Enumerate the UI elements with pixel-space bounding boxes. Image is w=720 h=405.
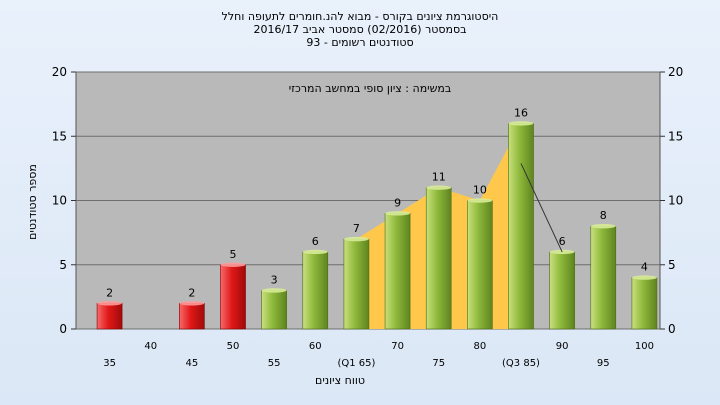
chart-title: היסטוגרמת ציונים בקורס - מבוא להנ.חומרים…	[222, 10, 499, 49]
x-tick-label-50: 50	[227, 341, 240, 352]
q3-connector-line	[520, 163, 563, 253]
data-label-80: 10	[473, 184, 487, 197]
y-tick-label-left: 10	[52, 194, 67, 208]
x-tick-label-95: 95	[597, 358, 610, 369]
bar-75	[425, 187, 452, 330]
bar-90	[549, 251, 575, 330]
title-line-3: סטודנטים רשומים - 93	[306, 36, 413, 49]
x-axis-ticks: 35 40 45 50 55 60 (Q1 65) 70 75 80 (Q3 85) 90 95 100	[103, 341, 654, 369]
bar-top-85	[508, 121, 534, 126]
data-label-70: 9	[394, 196, 401, 209]
x-tick-label-80: 80	[473, 341, 486, 352]
x-tick-label-40: 40	[144, 341, 157, 352]
x-tick-label-100: 100	[635, 341, 654, 352]
y-axis-right-ticks: 0 5 10 15 20	[668, 65, 683, 336]
data-label-45: 2	[188, 286, 195, 299]
y-tick-label-left: 0	[59, 322, 67, 336]
y-tick-label-left: 5	[59, 258, 67, 272]
title-line-2: בסמסטר (02/2016) סמסטר אביב 2016/17	[253, 23, 466, 36]
data-label-100: 4	[641, 261, 648, 274]
x-tick-label-85: (Q3 85)	[502, 358, 540, 369]
y-tick-label-left: 15	[52, 129, 67, 143]
data-label-75: 11	[432, 171, 446, 184]
y-tick-label-right: 10	[668, 194, 683, 208]
bar-95	[590, 225, 617, 330]
bar-35	[96, 302, 123, 330]
x-tick-label-45: 45	[185, 358, 198, 369]
y-tick-label-right: 20	[668, 65, 683, 79]
x-tick-label-75: 75	[432, 358, 445, 369]
y-tick-label-right: 5	[668, 258, 676, 272]
bar-top-100	[631, 275, 657, 280]
data-label-60: 6	[312, 235, 319, 248]
data-label-35: 2	[106, 286, 113, 299]
y-axis-label: מספר סטודנטים	[26, 164, 39, 240]
x-tick-label-70: 70	[391, 341, 404, 352]
data-label-90: 6	[559, 235, 566, 248]
data-label-50: 5	[230, 248, 237, 261]
bar-top-70	[385, 211, 411, 216]
x-tick-label-90: 90	[556, 341, 569, 352]
chart-annotation: במשימה : ציון סופי במחשב המרכזי	[289, 82, 452, 95]
bar-top-80	[467, 198, 493, 203]
bar-top-75	[426, 185, 452, 190]
y-tick-label-right: 0	[668, 322, 676, 336]
bar-55	[261, 290, 287, 330]
data-label-55: 3	[271, 273, 278, 286]
bar-top-35	[97, 301, 123, 306]
bar-top-45	[179, 301, 205, 306]
bar-top-60	[302, 249, 328, 255]
y-tick-label-right: 15	[668, 129, 683, 143]
bar-70	[384, 213, 411, 330]
y-tick-label-left: 20	[52, 65, 67, 79]
bar-85	[508, 123, 534, 330]
bar-65	[343, 238, 370, 330]
x-axis-label: טווח ציונים	[315, 374, 365, 387]
x-tick-label-65: (Q1 65)	[337, 358, 375, 369]
bars	[96, 121, 658, 330]
x-tick-label-60: 60	[309, 341, 322, 352]
data-label-65: 7	[353, 222, 360, 235]
x-tick-label-55: 55	[268, 358, 281, 369]
bar-60	[302, 251, 329, 330]
y-axis-left-ticks: 0 5 10 15 20	[52, 65, 67, 336]
title-line-1: היסטוגרמת ציונים בקורס - מבוא להנ.חומרים…	[222, 10, 499, 23]
bar-top-50	[220, 262, 246, 267]
bar-45	[179, 302, 205, 330]
bar-top-65	[343, 236, 369, 242]
x-tick-label-35: 35	[103, 358, 116, 369]
bar-top-95	[590, 224, 616, 229]
data-labels: 2 2 5 3 6 7 9 11 10 16 6 8 4	[106, 106, 648, 299]
bar-100	[631, 277, 658, 330]
bar-top-55	[261, 288, 287, 293]
data-label-85: 16	[514, 106, 528, 119]
bar-80	[467, 200, 493, 330]
data-label-95: 8	[600, 209, 607, 222]
bar-50	[220, 264, 246, 330]
